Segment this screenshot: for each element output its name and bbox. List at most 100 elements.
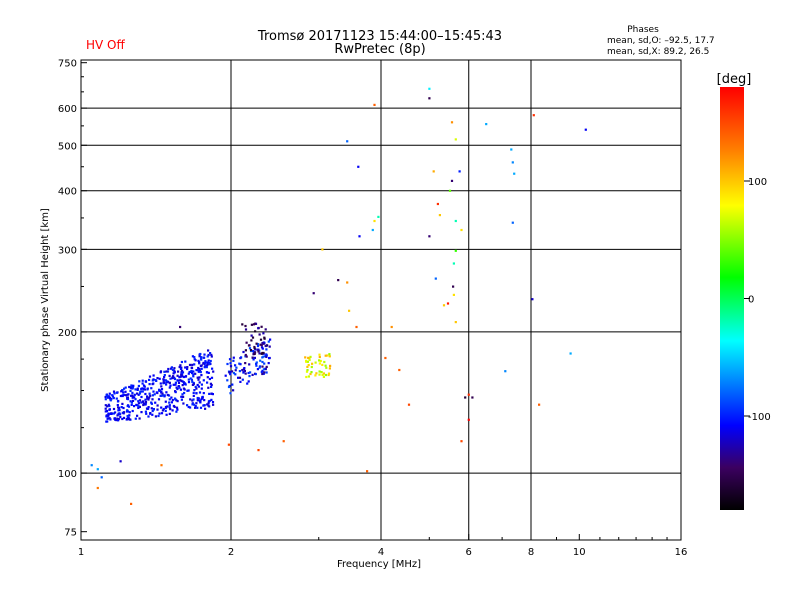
data-point — [260, 346, 264, 349]
data-point — [267, 362, 270, 365]
data-point — [306, 360, 309, 363]
data-point — [179, 364, 182, 367]
data-point — [132, 384, 135, 387]
data-point — [305, 375, 308, 379]
data-point — [320, 371, 323, 374]
data-point — [117, 419, 120, 422]
data-point — [122, 391, 125, 394]
data-point — [160, 412, 164, 415]
data-point — [151, 398, 154, 401]
data-point — [246, 382, 249, 385]
data-point — [208, 363, 211, 366]
data-point — [244, 324, 247, 328]
data-point — [259, 343, 262, 346]
x-axis-label: Frequency [MHz] — [337, 559, 421, 570]
data-point — [174, 398, 177, 401]
data-point — [172, 383, 175, 386]
data-point — [116, 400, 120, 403]
data-point — [200, 358, 203, 361]
data-point — [149, 394, 152, 397]
data-point — [442, 304, 446, 307]
data-point — [144, 398, 147, 401]
data-point — [263, 362, 266, 365]
data-point — [282, 440, 285, 443]
data-point — [251, 356, 254, 359]
data-point — [179, 325, 182, 329]
data-point — [253, 345, 256, 349]
data-point — [314, 374, 317, 377]
data-point — [324, 364, 327, 367]
data-point — [240, 356, 243, 359]
data-point — [137, 406, 140, 409]
data-point — [569, 352, 572, 355]
data-point — [141, 379, 144, 382]
data-point — [137, 400, 140, 403]
data-point — [238, 376, 242, 379]
data-point — [253, 352, 256, 355]
data-point — [160, 388, 164, 391]
data-point — [173, 371, 176, 374]
data-point — [511, 221, 514, 224]
data-point — [126, 396, 129, 399]
data-point — [166, 393, 169, 397]
data-point — [448, 189, 452, 192]
data-point — [254, 322, 257, 325]
data-point — [176, 374, 179, 377]
data-point — [173, 376, 176, 379]
data-point — [261, 342, 264, 345]
data-point — [113, 392, 116, 395]
data-point — [327, 373, 330, 377]
data-point — [113, 417, 116, 420]
data-point — [112, 407, 116, 411]
data-point — [150, 401, 153, 404]
data-point — [226, 362, 229, 366]
data-point — [109, 397, 112, 400]
data-point — [193, 363, 196, 366]
colorbar-tick-label: 100 — [748, 177, 767, 188]
data-point — [256, 368, 259, 371]
data-point — [239, 380, 242, 383]
data-point — [229, 392, 232, 395]
data-point — [141, 387, 144, 390]
data-point — [193, 356, 196, 359]
data-point — [180, 398, 183, 401]
data-point — [105, 409, 109, 413]
data-point — [229, 373, 232, 376]
data-point — [318, 362, 321, 365]
data-point — [239, 363, 242, 366]
data-point — [191, 380, 194, 383]
data-point — [195, 369, 198, 372]
data-point — [191, 355, 194, 358]
data-point — [262, 368, 265, 371]
data-point — [133, 396, 136, 399]
data-point — [200, 364, 203, 367]
data-point — [251, 336, 255, 339]
data-point — [197, 370, 200, 373]
data-point — [186, 367, 189, 371]
data-point — [177, 381, 181, 384]
data-point — [164, 400, 167, 403]
data-point — [180, 360, 183, 364]
data-point — [138, 392, 142, 395]
data-point — [181, 380, 184, 383]
data-point — [261, 347, 264, 350]
data-point — [112, 412, 115, 415]
data-point — [260, 325, 263, 328]
data-point — [177, 370, 180, 373]
data-point — [538, 403, 541, 406]
data-point — [206, 355, 209, 358]
data-point — [198, 355, 201, 358]
data-point — [177, 385, 180, 388]
data-point — [252, 358, 255, 361]
chart-subtitle: RwPretec (8p) — [334, 42, 425, 57]
data-point — [194, 385, 197, 388]
data-point — [133, 405, 136, 408]
data-point — [108, 408, 111, 411]
data-point — [450, 179, 454, 182]
data-point — [176, 387, 179, 391]
data-point — [192, 370, 195, 373]
colorbar-ticks: 100 0 -100 — [744, 177, 771, 423]
data-point — [169, 367, 173, 370]
data-point — [162, 407, 165, 411]
data-point — [148, 378, 151, 381]
